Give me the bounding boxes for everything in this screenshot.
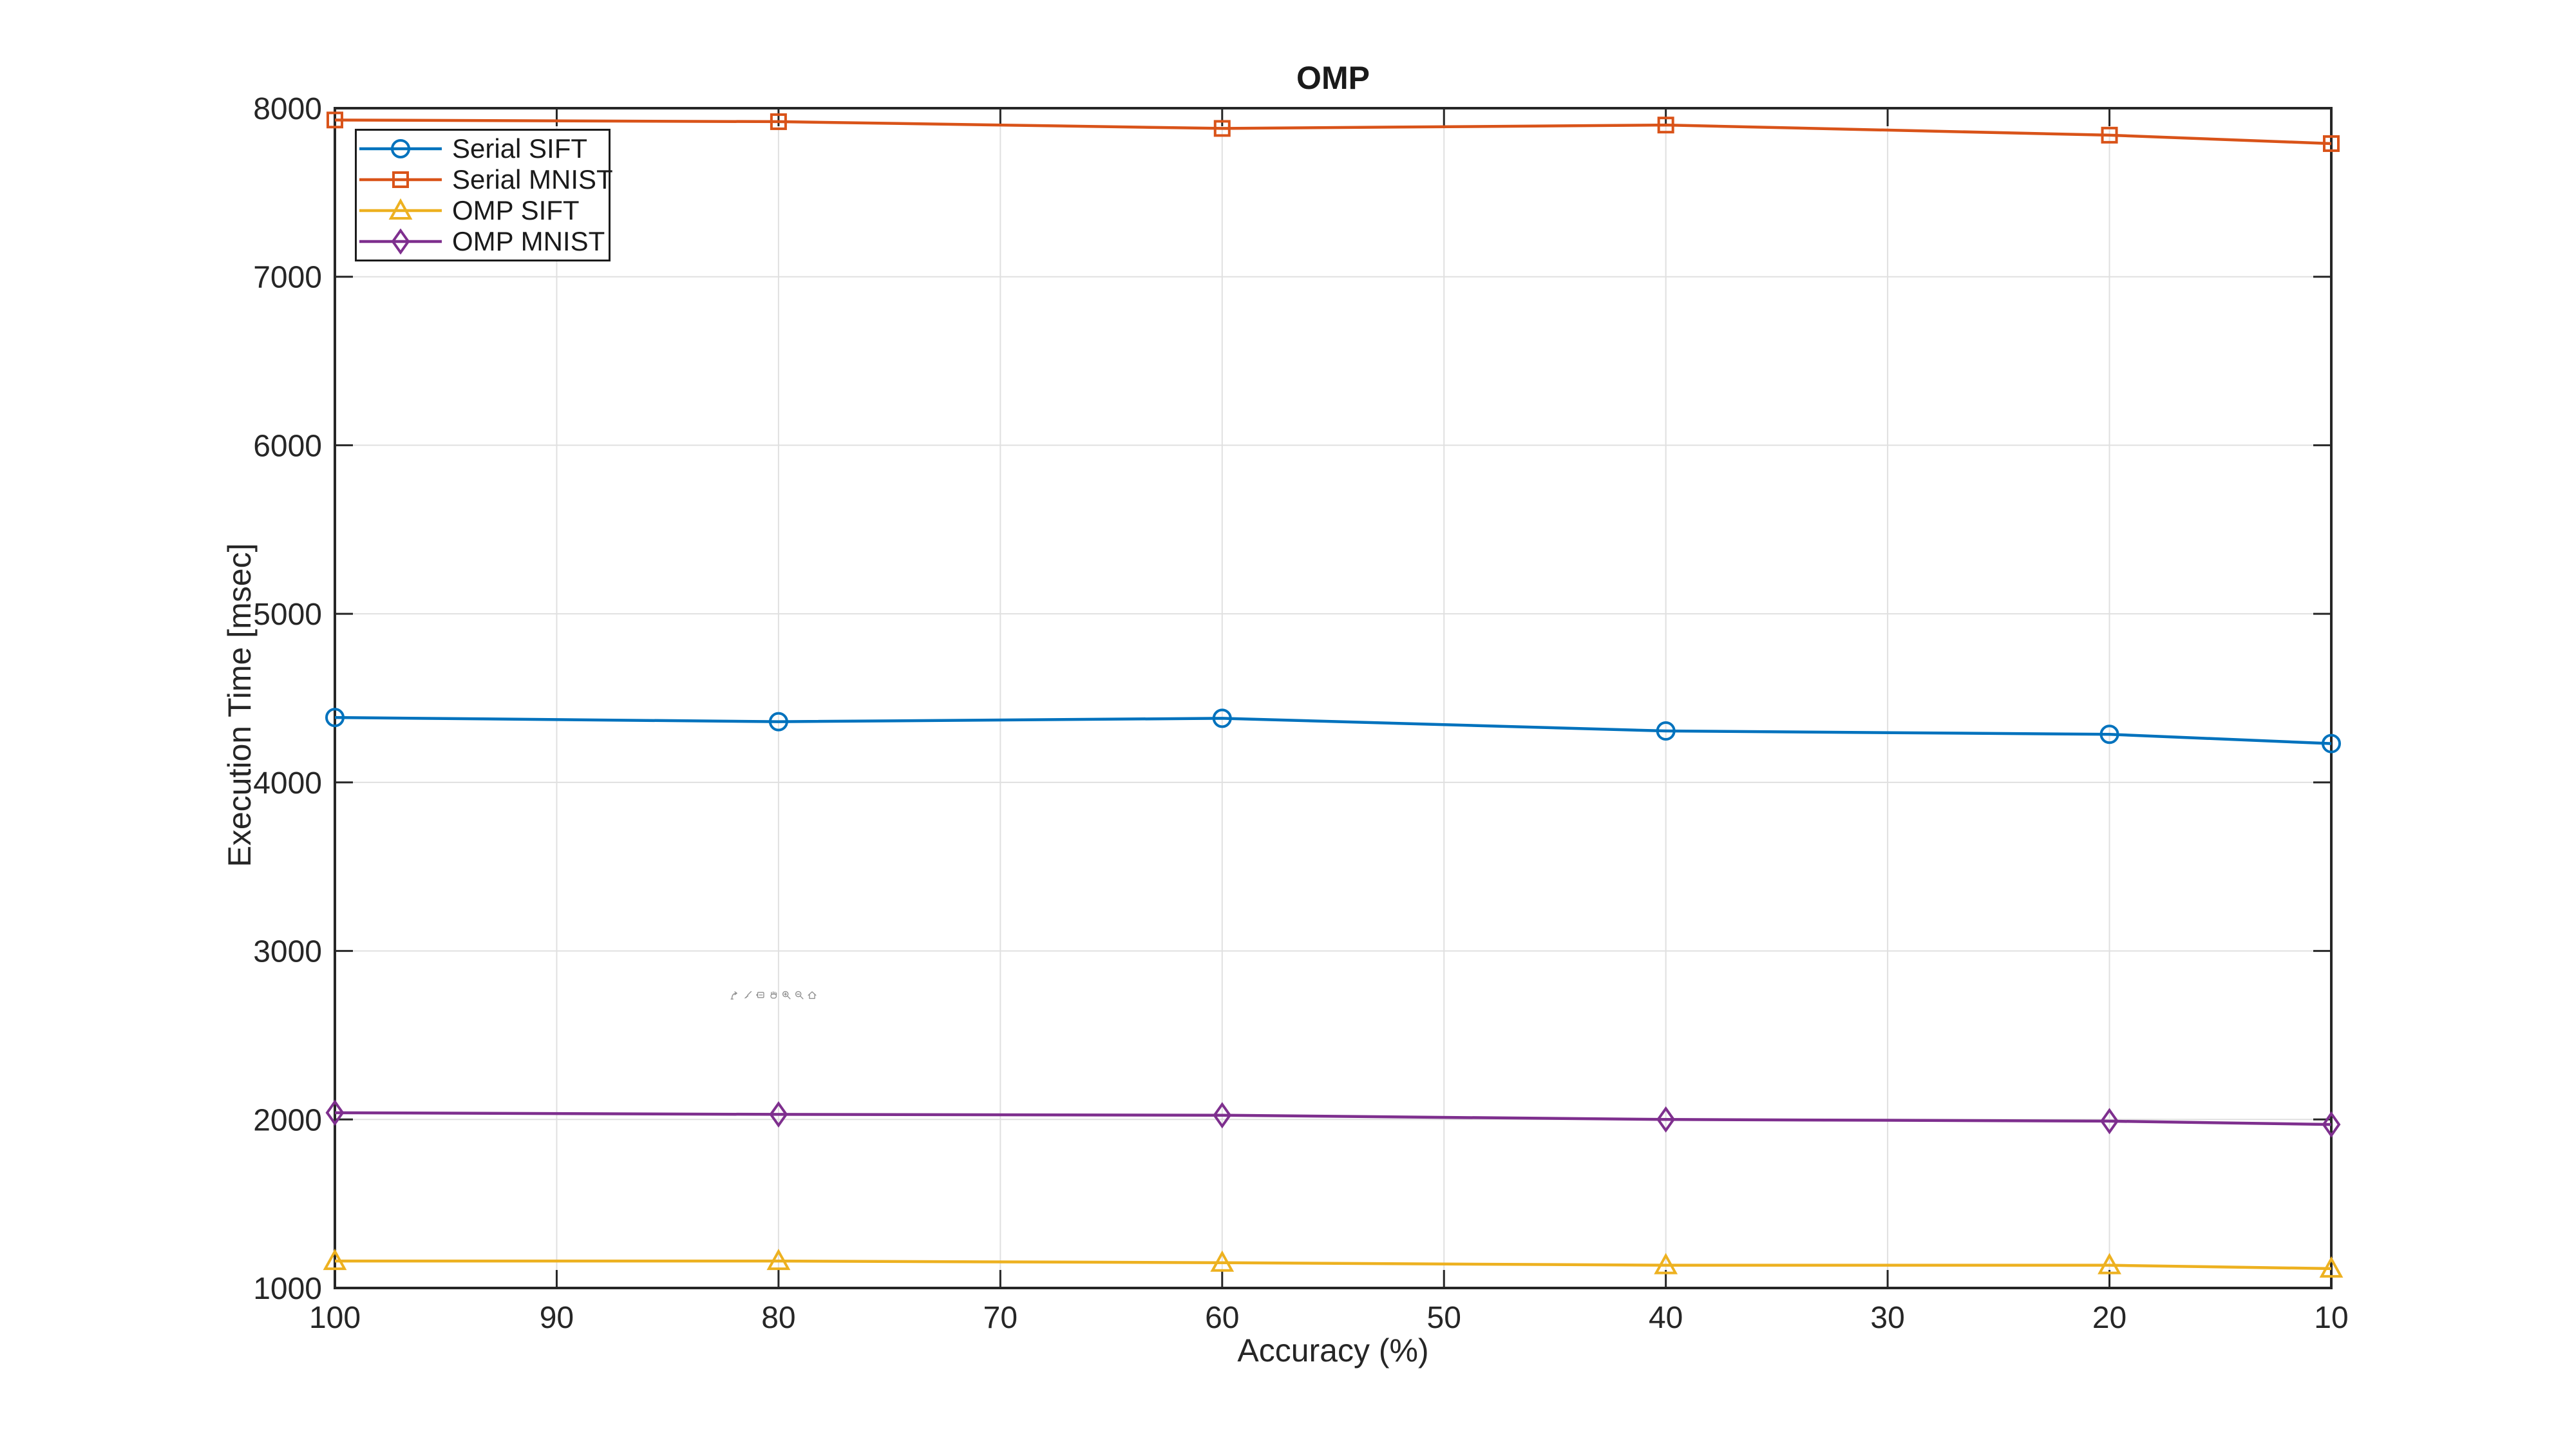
marker-diamond-omp-mnist [769, 1101, 788, 1128]
x-tick-label: 50 [1427, 1301, 1461, 1335]
marker-circle-serial-sift [1656, 721, 1676, 741]
marker-diamond-omp-mnist [325, 1099, 345, 1126]
legend-item[interactable]: OMP SIFT [357, 195, 609, 225]
marker-square-serial-mnist [1657, 117, 1674, 134]
y-tick-label: 5000 [253, 598, 322, 632]
y-tick-label: 6000 [253, 429, 322, 463]
legend-item[interactable]: Serial SIFT [357, 133, 609, 164]
x-tick-label: 20 [2092, 1301, 2126, 1335]
y-tick-label: 2000 [253, 1103, 322, 1137]
legend-sample-square [359, 171, 442, 188]
legend: Serial SIFT Serial MNIST OMP SIFT OMP MNIST [355, 129, 613, 261]
marker-triangle-omp-sift [1210, 1250, 1235, 1272]
marker-triangle-omp-sift [323, 1249, 347, 1271]
x-tick-label: 70 [983, 1301, 1018, 1335]
marker-circle-serial-sift [325, 708, 345, 728]
home-icon[interactable] [806, 989, 818, 1001]
series-line-serial-mnist [334, 118, 2332, 146]
legend-sample-marker [391, 139, 410, 158]
x-tick-label: 100 [309, 1301, 361, 1335]
legend-sample-marker [391, 229, 410, 254]
y-tick-label: 3000 [253, 935, 322, 969]
zoom-in-icon[interactable] [781, 989, 792, 1001]
marker-square-serial-mnist [770, 113, 787, 130]
marker-triangle-omp-sift [2319, 1256, 2344, 1278]
marker-triangle-omp-sift [766, 1249, 791, 1271]
pan-icon[interactable] [768, 989, 779, 1001]
legend-label: OMP MNIST [452, 226, 605, 256]
marker-circle-serial-sift [2322, 734, 2341, 753]
axes-toolbar [729, 989, 818, 1001]
y-tick-label: 7000 [253, 261, 322, 295]
marker-square-serial-mnist [1213, 120, 1231, 137]
chart-title: OMP [1296, 60, 1370, 96]
zoom-out-icon[interactable] [793, 989, 805, 1001]
x-tick-label: 60 [1205, 1301, 1239, 1335]
plot-border [334, 107, 2333, 1289]
x-tick-label: 40 [1649, 1301, 1683, 1335]
marker-circle-serial-sift [2099, 724, 2119, 744]
x-axis-label: Accuracy (%) [1237, 1332, 1429, 1368]
legend-item[interactable]: OMP MNIST [357, 226, 609, 256]
x-tick-label: 30 [1870, 1301, 1904, 1335]
marker-circle-serial-sift [1212, 708, 1232, 728]
marker-circle-serial-sift [768, 712, 788, 732]
legend-sample-diamond [359, 229, 442, 254]
x-tick-label: 10 [2314, 1301, 2348, 1335]
legend-sample-marker [392, 171, 409, 188]
y-axis-label: Execution Time [msec] [222, 543, 258, 867]
x-tick-label: 80 [761, 1301, 795, 1335]
series-line-omp-mnist [334, 1111, 2332, 1126]
marker-square-serial-mnist [327, 111, 343, 129]
legend-sample-marker [388, 198, 413, 220]
export-icon[interactable] [729, 989, 741, 1001]
marker-diamond-omp-mnist [1213, 1102, 1232, 1129]
marker-triangle-omp-sift [1654, 1253, 1678, 1274]
legend-label: Serial SIFT [452, 133, 588, 164]
legend-label: OMP SIFT [452, 195, 580, 225]
marker-diamond-omp-mnist [2322, 1111, 2341, 1138]
marker-square-serial-mnist [2101, 126, 2118, 144]
y-tick-label: 1000 [253, 1272, 322, 1306]
datatip-icon[interactable] [755, 989, 766, 1001]
legend-sample-triangle [359, 198, 442, 220]
x-tick-label: 90 [540, 1301, 574, 1335]
marker-triangle-omp-sift [2098, 1253, 2121, 1274]
legend-item[interactable]: Serial MNIST [357, 164, 613, 194]
brush-icon[interactable] [742, 989, 753, 1001]
marker-square-serial-mnist [2323, 135, 2340, 152]
legend-sample-circle [359, 139, 442, 158]
y-tick-label: 4000 [253, 766, 322, 800]
marker-diamond-omp-mnist [2100, 1108, 2119, 1135]
y-tick-label: 8000 [253, 92, 322, 126]
series-line-serial-sift [334, 715, 2332, 745]
legend-label: Serial MNIST [452, 164, 613, 194]
marker-diamond-omp-mnist [1656, 1106, 1676, 1133]
series-line-omp-sift [335, 1259, 2332, 1271]
